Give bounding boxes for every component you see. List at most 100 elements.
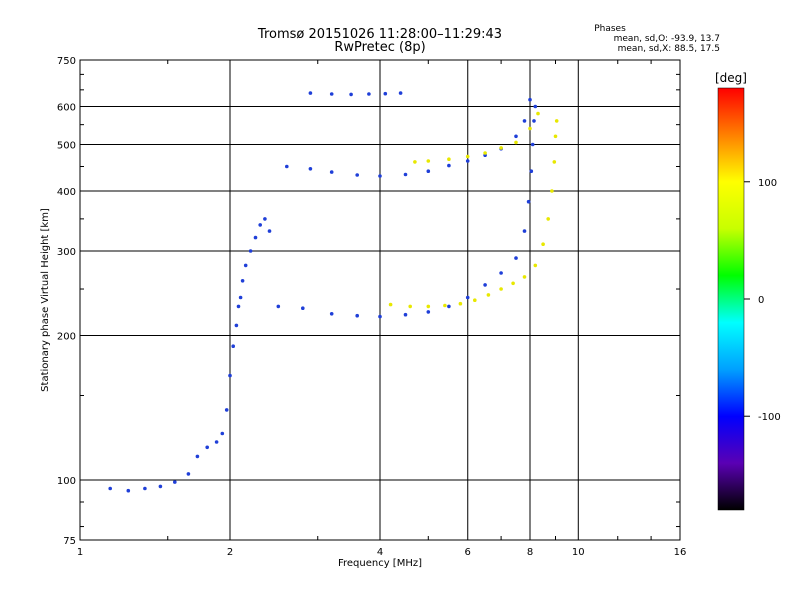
x-tick-label: 6 [465,547,471,558]
data-point [533,104,538,109]
colorbar-tick-label: 0 [758,295,764,306]
stats-x-mode: mean, sd,X: 88.5, 17.5 [617,44,720,54]
y-tick-label: 200 [57,332,76,343]
x-tick-label: 8 [527,547,533,558]
data-point [403,312,408,317]
data-point [522,229,527,233]
data-point [308,91,313,95]
data-point [258,223,263,227]
data-point [240,279,245,283]
data-point [483,151,487,155]
data-point [533,263,538,268]
data-point [514,134,518,139]
data-point [458,301,463,306]
data-point [214,440,219,444]
plot-frame [79,59,681,541]
data-point [465,159,470,163]
y-tick-label: 300 [57,247,76,258]
colorbar-tick-label: 100 [758,178,777,189]
data-point [499,287,503,291]
data-point [220,431,225,436]
data-point [173,480,177,484]
data-point [465,295,470,300]
data-point [522,275,527,279]
data-point [231,344,235,349]
data-point [426,304,431,309]
colorbar [717,87,745,511]
colorbar-label: [deg] [715,71,747,85]
data-point [263,217,267,221]
data-point [234,323,239,328]
data-point [408,304,413,309]
data-point [158,484,163,489]
data-point [483,283,487,287]
data-point [398,91,403,95]
data-point [426,159,431,163]
data-point [522,119,527,123]
data-point [308,167,313,171]
data-point [329,312,334,316]
y-tick-label: 100 [57,476,76,487]
data-point [528,97,532,102]
data-point [447,157,451,161]
y-tick-label: 500 [57,141,76,152]
y-tick-label: 75 [63,536,76,547]
x-tick-label: 4 [377,547,383,558]
data-point [546,217,550,221]
colorbar-ticks: -100 0 100 [744,178,781,423]
data-point [426,169,431,173]
data-point [473,298,477,303]
data-point [552,160,557,164]
data-point [486,293,491,297]
data-point [108,486,112,491]
y-tick-label: 400 [57,187,76,198]
data-point [205,445,209,450]
data-point [329,170,334,174]
data-point [403,172,408,177]
axis-ticks: 1 2 4 6 8 10 16 75 100 200 300 400 500 600 750 [57,56,686,558]
data-point [224,408,229,412]
data-point [447,163,451,168]
data-point [499,271,503,275]
data-point [536,111,540,116]
stats-title: Phases [594,24,626,34]
data-point [413,160,417,164]
data-point [514,256,518,260]
data-point [550,189,554,193]
data-points [108,91,559,493]
data-point [530,142,535,147]
data-point [276,304,281,309]
stats-o-mode: mean, sd,O: -93.9, 13.7 [613,34,720,44]
y-tick-label: 600 [57,103,76,114]
x-tick-label: 1 [77,547,83,558]
data-point [378,174,382,178]
data-point [285,164,289,169]
x-axis-label: Frequency [MHz] [338,558,422,569]
y-tick-label: 750 [57,56,76,67]
data-point [383,91,388,96]
data-point [511,281,515,286]
chart-subtitle: RwPretec (8p) [334,40,426,55]
data-point [541,242,545,246]
data-point [526,199,531,204]
data-point [499,146,503,150]
x-tick-label: 2 [227,547,233,558]
data-point [253,235,258,240]
data-point [367,92,371,96]
data-point [301,306,305,311]
data-point [143,486,147,491]
data-point [465,154,470,159]
data-point [378,314,382,319]
data-point [267,229,272,233]
data-point [532,119,536,123]
data-point [426,310,431,314]
chart-title: Tromsø 20151026 11:28:00–11:29:43 [257,27,503,42]
data-point [355,173,360,177]
y-axis-label: Stationary phase Virtual Height [km] [40,208,51,392]
data-point [329,92,334,96]
data-point [529,169,534,173]
data-point [349,92,353,97]
data-point [236,304,241,309]
x-tick-label: 16 [674,547,687,558]
